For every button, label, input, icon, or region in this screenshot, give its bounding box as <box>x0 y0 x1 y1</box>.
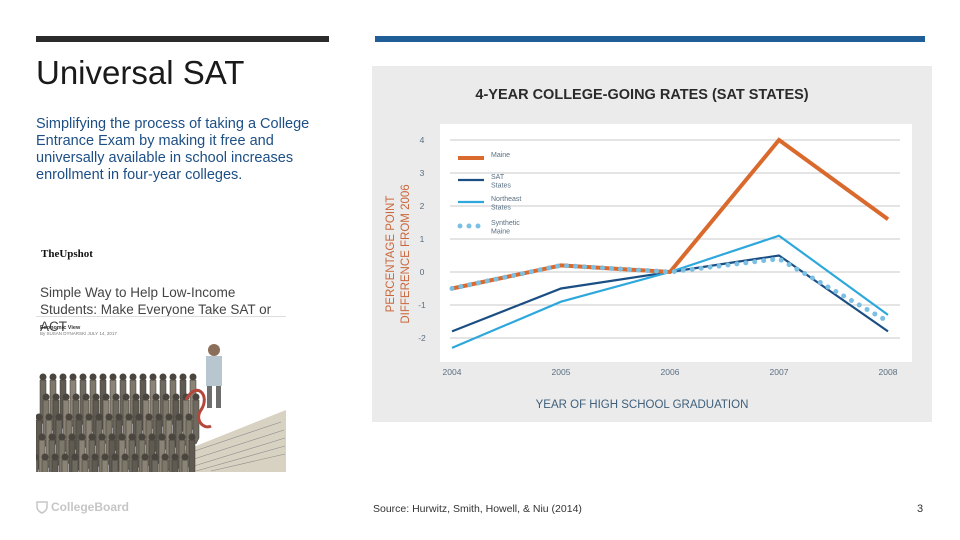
y-tick-label: 1 <box>420 234 425 244</box>
x-tick-label: 2004 <box>443 367 462 377</box>
source-citation: Source: Hurwitz, Smith, Howell, & Niu (2… <box>373 503 582 515</box>
legend-label-maine: Maine <box>491 152 510 159</box>
series-line-synthetic-maine <box>449 256 891 324</box>
left-accent-bar <box>36 36 329 42</box>
y-tick-label: 2 <box>420 201 425 211</box>
y-tick-label: 0 <box>420 267 425 277</box>
legend-label-sat-states: SAT <box>491 174 505 181</box>
logo-text: CollegeBoard <box>51 500 130 514</box>
page-number: 3 <box>917 503 924 515</box>
y-axis-label-line-2: DIFFERENCE FROM 2006 <box>400 184 412 323</box>
examiner-figure <box>206 344 222 408</box>
acorn-icon <box>36 501 48 514</box>
y-tick-label: -2 <box>418 333 426 343</box>
news-clipping: TheUpshot Simple Way to Help Low-Income … <box>36 240 286 472</box>
y-tick-label: 4 <box>420 135 425 145</box>
upshot-logo: TheUpshot <box>41 248 93 260</box>
y-axis-label-line-1: PERCENTAGE POINT <box>385 196 397 313</box>
x-tick-label: 2007 <box>770 367 789 377</box>
chart-title: 4-YEAR COLLEGE-GOING RATES (SAT STATES) <box>475 87 808 103</box>
legend-label-sat-states: States <box>491 183 511 190</box>
right-accent-bar <box>375 36 925 42</box>
clipping-headline: Simple Way to Help Low-Income Students: … <box>40 285 272 334</box>
slide-subtitle: Simplifying the process of taking a Coll… <box>36 116 310 183</box>
plot-area <box>440 124 912 362</box>
pencil-crowd-illustration <box>36 340 286 472</box>
clipping-divider <box>36 316 286 317</box>
x-axis-label: YEAR OF HIGH SCHOOL GRADUATION <box>536 399 749 411</box>
legend-label-synthetic-maine: Synthetic <box>491 220 520 227</box>
collegeboard-logo: CollegeBoard <box>36 500 129 514</box>
y-tick-label: -1 <box>418 300 426 310</box>
legend-label-northeast-states: States <box>491 205 511 212</box>
clipping-column: Economic View <box>40 325 81 331</box>
x-tick-label: 2005 <box>552 367 571 377</box>
legend-label-synthetic-maine: Maine <box>491 229 510 236</box>
x-tick-label: 2008 <box>879 367 898 377</box>
clipping-byline: By SUSAN DYNARSKI JULY 14, 2017 <box>40 331 117 336</box>
x-tick-label: 2006 <box>661 367 680 377</box>
y-tick-label: 3 <box>420 168 425 178</box>
slide-title: Universal SAT <box>36 54 245 91</box>
college-going-rates-chart: 4-YEAR COLLEGE-GOING RATES (SAT STATES) … <box>372 66 932 422</box>
legend-label-northeast-states: Northeast <box>491 196 521 203</box>
